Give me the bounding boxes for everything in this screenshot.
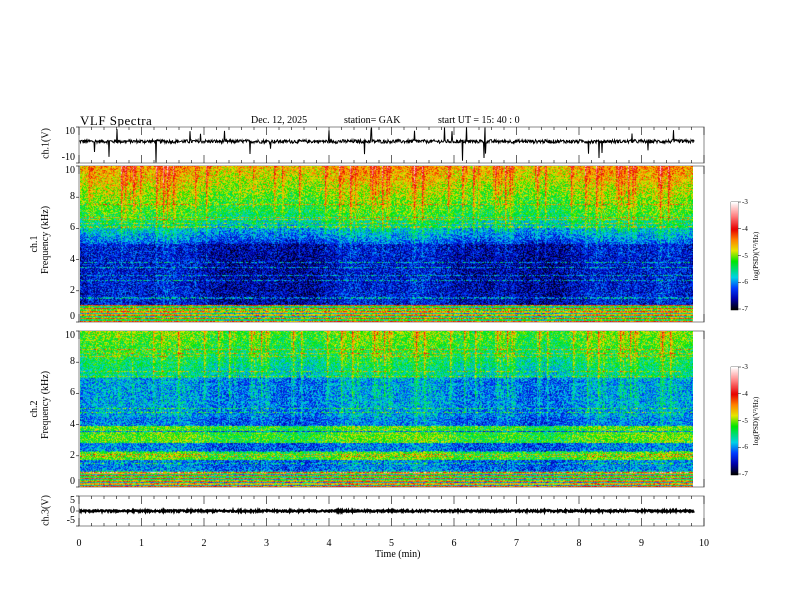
y-tick-label: 2: [70, 449, 75, 461]
y-tick-label: 2: [70, 284, 75, 296]
colorbar-tick-label: -4: [742, 224, 748, 233]
colorbar-tick-label: -6: [742, 278, 748, 287]
colorbar-2: [731, 367, 738, 475]
x-tick-label: 1: [139, 538, 144, 549]
colorbar-tick-label: -7: [742, 305, 748, 313]
y-tick-label: 6: [70, 222, 75, 234]
y-tick-label: 4: [70, 418, 75, 430]
y-tick-label: -10: [61, 152, 75, 163]
x-tick-label: 3: [264, 538, 269, 549]
ch1-waveform-trace: [78, 126, 695, 164]
y-tick-label: 5: [70, 495, 75, 506]
x-tick-label: 7: [514, 538, 519, 549]
colorbar-1: [731, 202, 738, 310]
y-tick-label: 10: [65, 126, 75, 137]
colorbar-tick-label: -6: [742, 443, 748, 452]
figure-title: VLF Spectra: [80, 113, 153, 128]
x-axis-label: Time (min): [375, 549, 421, 560]
colorbar-2-label: log(PSD)(V²/Hz): [752, 396, 760, 446]
y-tick-label: -5: [66, 515, 75, 526]
colorbar-tick-label: -7: [742, 470, 748, 478]
colorbar-tick-label: -3: [742, 198, 748, 206]
ch3-ylabel: ch.3(V): [40, 495, 52, 526]
ch1-spec-ylabel-channel: ch.1: [29, 235, 40, 253]
x-tick-label: 6: [451, 538, 457, 549]
x-tick-label: 4: [326, 538, 332, 549]
y-tick-label: 8: [70, 191, 75, 203]
y-tick-label: 0: [70, 311, 75, 322]
y-tick-label: 8: [70, 356, 75, 368]
ch1-ylabel: ch.1(V): [40, 128, 52, 159]
station-label: station= GAK: [344, 115, 401, 126]
date-label: Dec. 12, 2025: [251, 115, 308, 126]
ch3-waveform-trace: [78, 506, 695, 516]
ch1-spectrogram: [80, 166, 693, 322]
ch2-spec-ylabel-freq: Frequency (kHz): [40, 370, 51, 439]
ch2-spec-ylabel: ch.2 Frequency (kHz): [29, 371, 51, 439]
x-tick-label: 10: [699, 538, 709, 549]
x-tick-label: 8: [576, 538, 582, 549]
x-tick-label: 5: [389, 538, 394, 549]
ch2-spec-ylabel-channel: ch.2: [29, 400, 40, 418]
x-tick-label: 2: [201, 538, 207, 549]
x-tick-label: 0: [76, 538, 82, 549]
y-tick-label: 10: [65, 330, 75, 341]
y-tick-label: 0: [70, 476, 75, 487]
y-tick-label: 10: [65, 165, 75, 176]
colorbar-1-label: log(PSD)(V²/Hz): [752, 231, 760, 281]
colorbar-tick-label: -3: [742, 363, 748, 371]
colorbar-tick-label: -5: [742, 251, 748, 260]
colorbar-tick-label: -4: [742, 389, 748, 398]
y-tick-label: 0: [70, 505, 75, 516]
colorbar-tick-label: -5: [742, 416, 748, 425]
x-tick-label: 9: [639, 538, 644, 549]
y-tick-label: 6: [70, 387, 75, 399]
ch1-spec-ylabel: ch.1 Frequency (kHz): [29, 206, 51, 274]
ch1-spec-ylabel-freq: Frequency (kHz): [40, 205, 51, 274]
ch2-spectrogram: [80, 331, 693, 487]
y-tick-label: 4: [70, 253, 75, 265]
start-ut-label: start UT = 15: 40 : 0: [438, 115, 520, 126]
